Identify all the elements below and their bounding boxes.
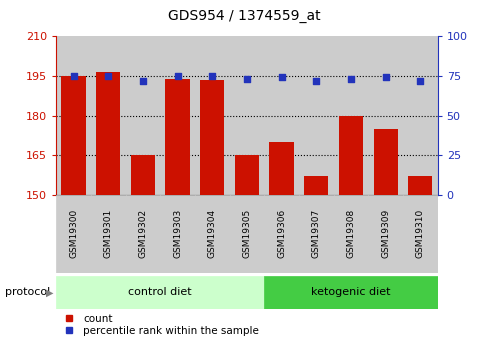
- Text: GSM19300: GSM19300: [69, 209, 78, 258]
- Point: [416, 78, 424, 83]
- Text: control diet: control diet: [128, 287, 192, 297]
- Bar: [229, 195, 264, 273]
- Text: GSM19307: GSM19307: [311, 209, 320, 258]
- Text: GSM19309: GSM19309: [380, 209, 389, 258]
- Text: GSM19305: GSM19305: [242, 209, 251, 258]
- Text: GSM19310: GSM19310: [415, 209, 424, 258]
- Bar: [61, 76, 85, 195]
- Bar: [91, 195, 125, 273]
- Bar: [402, 195, 437, 273]
- Bar: [338, 116, 363, 195]
- Point: [173, 73, 181, 79]
- Text: GSM19306: GSM19306: [277, 209, 285, 258]
- Bar: [298, 195, 333, 273]
- Text: protocol: protocol: [5, 287, 50, 297]
- Bar: [200, 80, 224, 195]
- Bar: [333, 36, 367, 195]
- Point: [139, 78, 146, 83]
- Bar: [56, 276, 264, 309]
- Bar: [125, 195, 160, 273]
- Text: ▶: ▶: [45, 287, 53, 297]
- Text: GSM19303: GSM19303: [173, 209, 182, 258]
- Bar: [160, 195, 195, 273]
- Bar: [234, 155, 259, 195]
- Point: [208, 73, 216, 79]
- Point: [346, 76, 354, 82]
- Bar: [373, 129, 397, 195]
- Bar: [264, 36, 298, 195]
- Bar: [56, 36, 91, 195]
- Bar: [367, 195, 402, 273]
- Bar: [402, 36, 437, 195]
- Bar: [91, 36, 125, 195]
- Point: [277, 75, 285, 80]
- Text: GSM19308: GSM19308: [346, 209, 355, 258]
- Bar: [264, 195, 298, 273]
- Bar: [407, 176, 431, 195]
- Bar: [264, 276, 437, 309]
- Text: GSM19302: GSM19302: [138, 209, 147, 258]
- Legend: count, percentile rank within the sample: count, percentile rank within the sample: [54, 309, 263, 340]
- Bar: [229, 36, 264, 195]
- Bar: [160, 36, 195, 195]
- Bar: [165, 79, 189, 195]
- Bar: [56, 195, 91, 273]
- Text: ketogenic diet: ketogenic diet: [310, 287, 390, 297]
- Bar: [125, 36, 160, 195]
- Point: [104, 73, 112, 79]
- Text: GSM19301: GSM19301: [103, 209, 113, 258]
- Bar: [195, 36, 229, 195]
- Bar: [333, 195, 367, 273]
- Point: [69, 73, 77, 79]
- Bar: [96, 72, 120, 195]
- Bar: [195, 195, 229, 273]
- Point: [381, 75, 389, 80]
- Text: GSM19304: GSM19304: [207, 209, 216, 258]
- Bar: [298, 36, 333, 195]
- Point: [243, 76, 250, 82]
- Bar: [304, 176, 328, 195]
- Bar: [130, 155, 155, 195]
- Bar: [269, 142, 293, 195]
- Point: [312, 78, 320, 83]
- Bar: [367, 36, 402, 195]
- Text: GDS954 / 1374559_at: GDS954 / 1374559_at: [168, 9, 320, 23]
